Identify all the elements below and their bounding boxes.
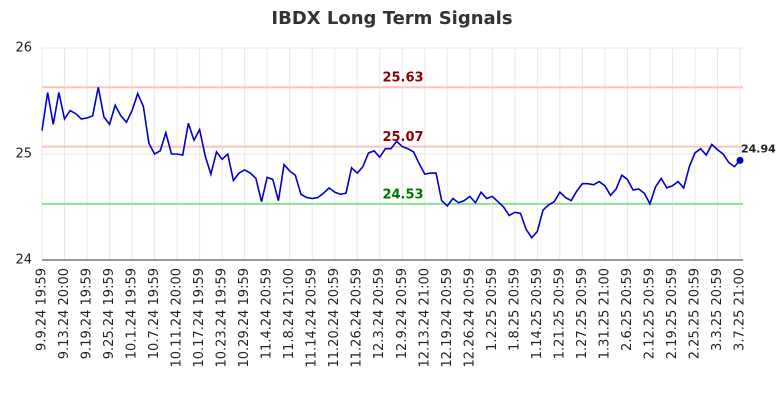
x-tick-label: 9.9.24 19:59 (35, 268, 50, 351)
signal-label: 25.07 (382, 130, 423, 145)
x-tick-label: 11.26.24 20:59 (350, 268, 365, 368)
y-tick-label: 26 (15, 41, 32, 56)
price-line (41, 87, 741, 240)
x-tick-label: 11.14.24 20:59 (305, 268, 320, 368)
x-tick-label: 1.21.25 20:59 (552, 268, 567, 359)
x-tick-label: 12.19.24 20:59 (440, 268, 455, 368)
x-tick-label: 12.26.24 20:59 (462, 268, 477, 368)
x-tick-label: 10.17.24 19:59 (192, 268, 207, 368)
x-tick-label: 10.1.24 19:59 (125, 268, 140, 359)
x-tick-label: 11.4.24 20:59 (260, 268, 275, 359)
x-tick-label: 10.29.24 19:59 (237, 268, 252, 368)
last-value-label: 24.94 (741, 142, 776, 155)
signal-label: 24.53 (382, 187, 423, 202)
x-tick-label: 9.13.24 20:00 (57, 268, 72, 359)
x-tick-label: 2.12.25 20:59 (642, 268, 657, 359)
x-tick-label: 9.19.24 19:59 (80, 268, 95, 359)
x-tick-label: 12.3.24 20:59 (372, 268, 387, 359)
chart-title: IBDX Long Term Signals (271, 8, 512, 29)
x-tick-label: 3.7.25 21:00 (733, 268, 748, 351)
x-tick-label: 12.9.24 20:59 (395, 268, 410, 359)
last-point (736, 156, 744, 164)
y-tick-label: 25 (15, 147, 32, 162)
x-tick-label: 2.25.25 20:59 (687, 268, 702, 359)
x-tick-label: 1.27.25 20:59 (575, 268, 590, 359)
signal-label: 25.63 (382, 71, 423, 86)
x-tick-label: 3.3.25 20:59 (710, 268, 725, 351)
x-tick-label: 1.31.25 21:00 (597, 268, 612, 359)
x-tick-label: 11.8.24 21:00 (282, 268, 297, 359)
x-tick-label: 1.8.25 20:59 (507, 268, 522, 351)
x-tick-label: 9.25.24 19:59 (102, 268, 117, 359)
x-tick-label: 10.11.24 20:00 (170, 268, 185, 368)
x-tick-label: 2.6.25 20:59 (620, 268, 635, 351)
x-tick-label: 10.23.24 19:59 (215, 268, 230, 368)
y-tick-label: 24 (15, 253, 32, 268)
x-tick-label: 2.19.25 20:59 (665, 268, 680, 359)
x-tick-label: 1.2.25 20:59 (485, 268, 500, 351)
x-tick-label: 11.20.24 20:59 (327, 268, 342, 368)
x-tick-label: 1.14.25 20:59 (530, 268, 545, 359)
x-tick-label: 10.7.24 19:59 (147, 268, 162, 359)
x-tick-label: 12.13.24 21:00 (417, 268, 432, 368)
